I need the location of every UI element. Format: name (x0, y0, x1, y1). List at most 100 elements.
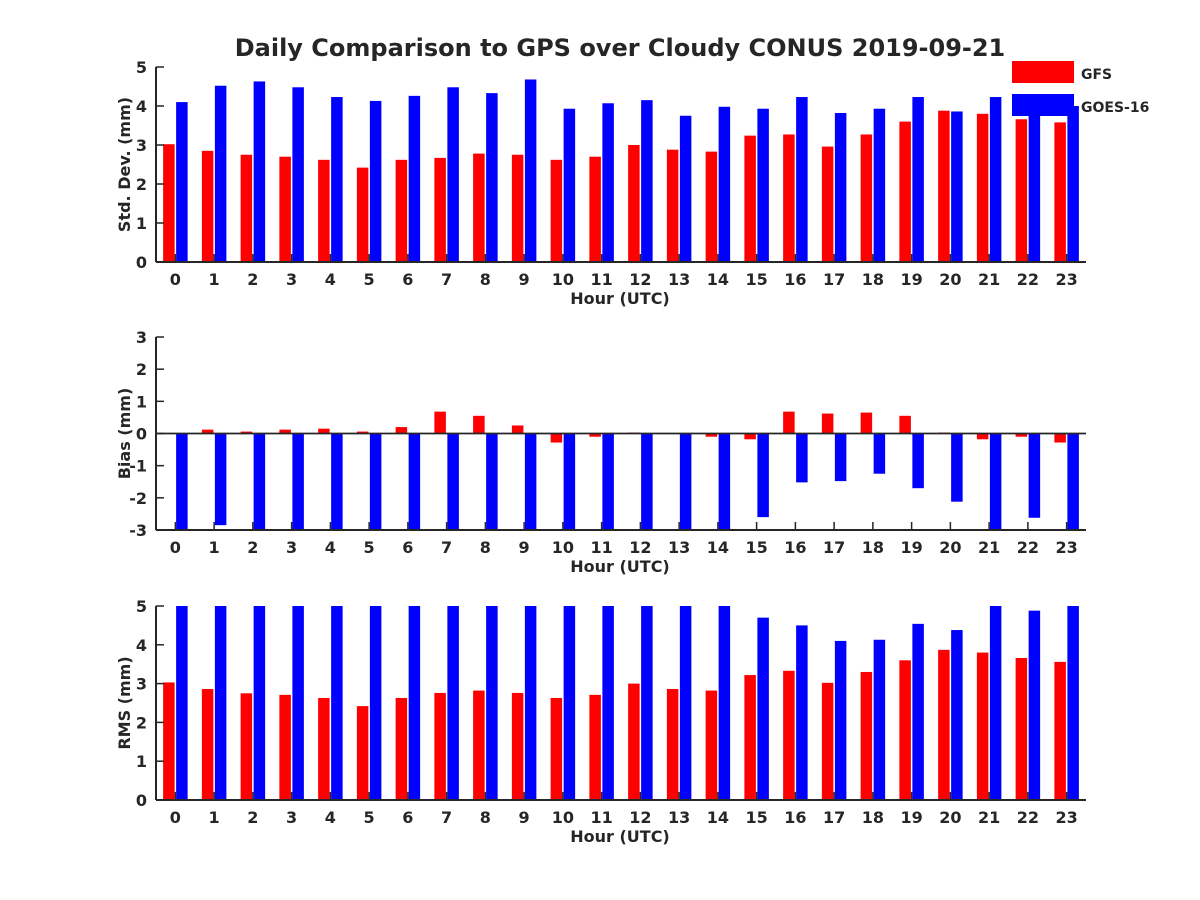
bar-gfs-6 (395, 159, 408, 262)
y-tick-label: 2 (136, 175, 147, 194)
bar-gfs-3 (279, 694, 291, 800)
x-tick-label: 10 (552, 808, 574, 827)
y-tick-label: 3 (136, 675, 147, 694)
x-tick-label: 23 (1055, 808, 1077, 827)
x-tick-label: 15 (745, 808, 767, 827)
bar-gfs-1 (201, 689, 214, 800)
bar-goes16-23 (1067, 106, 1079, 262)
y-axis-label: Std. Dev. (mm) (115, 97, 134, 232)
bar-goes16-16 (796, 97, 808, 262)
bar-goes16-20 (951, 630, 963, 800)
bar-gfs-21 (976, 113, 989, 262)
x-tick-label: 15 (745, 270, 767, 289)
bar-gfs-22 (1015, 119, 1028, 262)
bar-gfs-17 (821, 682, 834, 800)
x-tick-label: 9 (519, 538, 530, 557)
bar-goes16-5 (369, 100, 382, 263)
bar-goes16-10 (563, 433, 576, 530)
bar-goes16-7 (447, 87, 459, 262)
bar-gfs-17 (821, 146, 834, 262)
x-tick-label: 16 (784, 270, 806, 289)
bar-goes16-14 (718, 106, 731, 262)
x-tick-label: 9 (519, 808, 530, 827)
bar-gfs-21 (976, 433, 989, 440)
bar-gfs-2 (240, 431, 253, 434)
bar-gfs-11 (589, 156, 601, 262)
bar-goes16-18 (873, 639, 886, 800)
bar-goes16-13 (679, 606, 692, 800)
bar-goes16-17 (834, 113, 847, 263)
bar-goes16-0 (176, 102, 188, 262)
bar-goes16-0 (176, 606, 188, 800)
y-tick-label: 4 (136, 636, 147, 655)
bar-gfs-5 (356, 706, 369, 800)
x-tick-label: 7 (441, 538, 452, 557)
x-tick-label: 2 (247, 808, 258, 827)
bar-goes16-1 (214, 606, 227, 800)
x-tick-label: 17 (823, 538, 845, 557)
x-tick-label: 19 (900, 808, 922, 827)
y-tick-label: -1 (129, 457, 147, 476)
x-tick-label: 9 (519, 270, 530, 289)
bar-gfs-1 (201, 150, 214, 262)
bar-gfs-9 (511, 692, 524, 800)
bar-goes16-6 (408, 433, 421, 530)
bar-goes16-0 (176, 433, 188, 530)
legend-swatch-gfs (1012, 61, 1074, 83)
x-tick-label: 13 (668, 808, 690, 827)
bar-gfs-19 (899, 415, 911, 434)
bar-gfs-4 (318, 159, 330, 262)
bar-gfs-14 (705, 690, 718, 800)
bar-goes16-2 (253, 606, 266, 800)
bar-gfs-20 (938, 110, 950, 263)
bar-gfs-7 (434, 692, 446, 800)
bar-goes16-9 (524, 606, 537, 800)
y-tick-label: 2 (136, 713, 147, 732)
bar-gfs-4 (318, 428, 330, 434)
bar-goes16-5 (369, 433, 382, 530)
bar-gfs-6 (395, 427, 408, 434)
bar-goes16-17 (834, 433, 847, 482)
x-tick-label: 11 (590, 270, 612, 289)
legend-swatch-goes16 (1012, 94, 1074, 116)
bar-goes16-21 (989, 433, 1002, 530)
x-tick-label: 5 (364, 808, 375, 827)
x-tick-label: 1 (209, 538, 220, 557)
x-tick-label: 10 (552, 270, 574, 289)
x-tick-label: 20 (939, 270, 961, 289)
y-tick-label: 0 (136, 253, 147, 272)
bar-gfs-18 (860, 134, 873, 262)
bar-gfs-5 (356, 167, 369, 262)
bar-goes16-9 (524, 433, 537, 530)
bar-gfs-9 (511, 154, 524, 262)
bar-goes16-15 (757, 108, 769, 262)
x-tick-label: 13 (668, 270, 690, 289)
bar-gfs-15 (744, 433, 756, 440)
bar-gfs-11 (589, 433, 601, 437)
x-tick-label: 5 (364, 538, 375, 557)
x-tick-label: 8 (480, 808, 491, 827)
x-tick-label: 4 (325, 538, 336, 557)
bar-goes16-11 (602, 606, 614, 800)
bar-gfs-12 (628, 145, 640, 262)
x-tick-label: 14 (707, 538, 729, 557)
x-tick-label: 11 (590, 538, 612, 557)
bar-gfs-2 (240, 693, 253, 800)
bar-goes16-4 (331, 97, 343, 262)
x-tick-label: 6 (402, 270, 413, 289)
bar-goes16-2 (253, 433, 266, 530)
bar-goes16-5 (369, 606, 382, 800)
bar-goes16-9 (524, 79, 537, 262)
bar-gfs-15 (744, 135, 756, 262)
x-tick-label: 0 (170, 538, 181, 557)
bar-goes16-22 (1028, 100, 1041, 263)
x-tick-label: 15 (745, 538, 767, 557)
x-tick-label: 17 (823, 808, 845, 827)
x-axis-label: Hour (UTC) (570, 827, 670, 846)
bar-goes16-21 (989, 606, 1002, 800)
bar-goes16-3 (292, 433, 304, 530)
bar-gfs-15 (744, 675, 756, 800)
bar-gfs-10 (550, 433, 563, 443)
